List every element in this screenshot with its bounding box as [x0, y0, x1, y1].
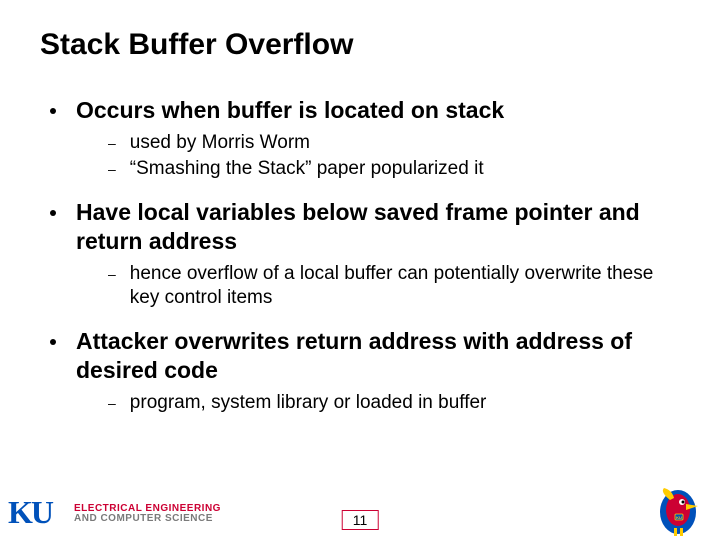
dash-icon: –	[108, 395, 116, 411]
sub-bullet-text: “Smashing the Stack” paper popularized i…	[130, 157, 484, 181]
slide-footer: KU ELECTRICAL ENGINEERING AND COMPUTER S…	[0, 476, 720, 540]
sub-bullet-text: program, system library or loaded in buf…	[130, 391, 487, 415]
bullet-dot-icon	[50, 339, 56, 345]
sub-bullet-text: used by Morris Worm	[130, 131, 310, 155]
slide: Stack Buffer Overflow Occurs when buffer…	[0, 0, 720, 540]
sub-bullet-item: – “Smashing the Stack” paper popularized…	[108, 157, 680, 181]
bullet-item: Attacker overwrites return address with …	[50, 327, 680, 385]
department-label: ELECTRICAL ENGINEERING AND COMPUTER SCIE…	[74, 504, 221, 525]
svg-text:KU: KU	[676, 515, 682, 520]
page-number: 11	[342, 510, 379, 530]
dash-icon: –	[108, 161, 116, 177]
bullet-text: Occurs when buffer is located on stack	[76, 96, 504, 125]
dept-line-2: AND COMPUTER SCIENCE	[74, 514, 221, 525]
bullet-item: Have local variables below saved frame p…	[50, 198, 680, 256]
sub-bullet-group: – used by Morris Worm – “Smashing the St…	[108, 131, 680, 181]
bullet-item: Occurs when buffer is located on stack	[50, 96, 680, 125]
bullet-text: Have local variables below saved frame p…	[76, 198, 680, 256]
slide-content: Occurs when buffer is located on stack –…	[40, 96, 680, 415]
bullet-dot-icon	[50, 210, 56, 216]
sub-bullet-item: – used by Morris Worm	[108, 131, 680, 155]
sub-bullet-item: – hence overflow of a local buffer can p…	[108, 262, 680, 310]
sub-bullet-item: – program, system library or loaded in b…	[108, 391, 680, 415]
ku-logo-icon: KU	[8, 494, 66, 534]
slide-title: Stack Buffer Overflow	[40, 28, 680, 62]
bullet-text: Attacker overwrites return address with …	[76, 327, 680, 385]
bullet-dot-icon	[50, 108, 56, 114]
ku-logo-text: KU	[8, 494, 52, 530]
sub-bullet-group: – hence overflow of a local buffer can p…	[108, 262, 680, 310]
sub-bullet-group: – program, system library or loaded in b…	[108, 391, 680, 415]
ku-branding: KU ELECTRICAL ENGINEERING AND COMPUTER S…	[8, 494, 221, 534]
dash-icon: –	[108, 135, 116, 151]
sub-bullet-text: hence overflow of a local buffer can pot…	[130, 262, 680, 310]
dash-icon: –	[108, 266, 116, 282]
jayhawk-icon: KU	[650, 482, 706, 538]
